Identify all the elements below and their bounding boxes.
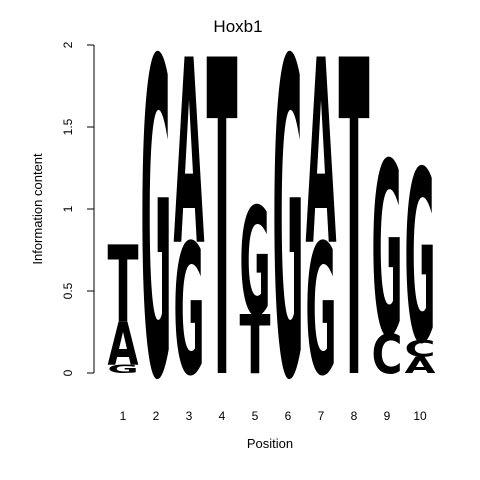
letter-G-pos-6: G	[273, 0, 304, 476]
letter-T-pos-5: T	[239, 299, 270, 393]
letter-C-pos-10: C	[405, 336, 436, 362]
x-tick-label: 4	[219, 409, 226, 423]
y-tick-label: 1.5	[61, 118, 75, 135]
y-axis: 0 0.5 1 1.5 2	[61, 41, 95, 376]
letter-T-pos-8: T	[339, 0, 370, 476]
x-tick-label: 5	[252, 409, 259, 423]
letter-T-pos-1: T	[108, 225, 139, 348]
y-axis-label: Information content	[30, 153, 45, 265]
y-tick-label: 0.5	[61, 282, 75, 299]
letter-T-pos-4: T	[207, 0, 238, 476]
x-tick-label: 2	[153, 409, 160, 423]
letter-A-pos-3: A	[174, 6, 205, 302]
letter-C-pos-9: C	[371, 324, 402, 386]
letter-G-pos-3: G	[174, 206, 205, 416]
x-tick-label: 9	[384, 409, 391, 423]
letter-G-pos-7: G	[306, 206, 337, 416]
x-tick-label: 7	[318, 409, 325, 423]
letter-G-pos-1: G	[107, 363, 138, 376]
x-tick-label: 8	[351, 409, 358, 423]
x-tick-label: 6	[285, 409, 292, 423]
logo-letters: GAT G GA T TG G GA T CG ACG	[107, 0, 435, 476]
x-tick-label: 1	[120, 409, 127, 423]
x-tick-label: 10	[413, 409, 427, 423]
letter-A-pos-1: A	[108, 310, 139, 379]
letter-A-pos-10: A	[405, 352, 436, 378]
chart-title: Hoxb1	[213, 17, 262, 36]
letter-G-pos-10: G	[405, 121, 436, 396]
y-tick-label: 1	[61, 205, 75, 212]
letter-G-pos-5: G	[240, 176, 271, 350]
letter-G-pos-9: G	[372, 114, 403, 391]
x-tick-label: 3	[186, 409, 193, 423]
y-tick-label: 0	[61, 369, 75, 376]
letter-A-pos-7: A	[306, 6, 337, 302]
y-tick-label: 2	[61, 41, 75, 48]
x-axis-label: Position	[247, 436, 293, 451]
x-axis: 1 2 3 4 5 6 7 8 9 10	[120, 409, 427, 423]
letter-G-pos-2: G	[141, 0, 172, 476]
